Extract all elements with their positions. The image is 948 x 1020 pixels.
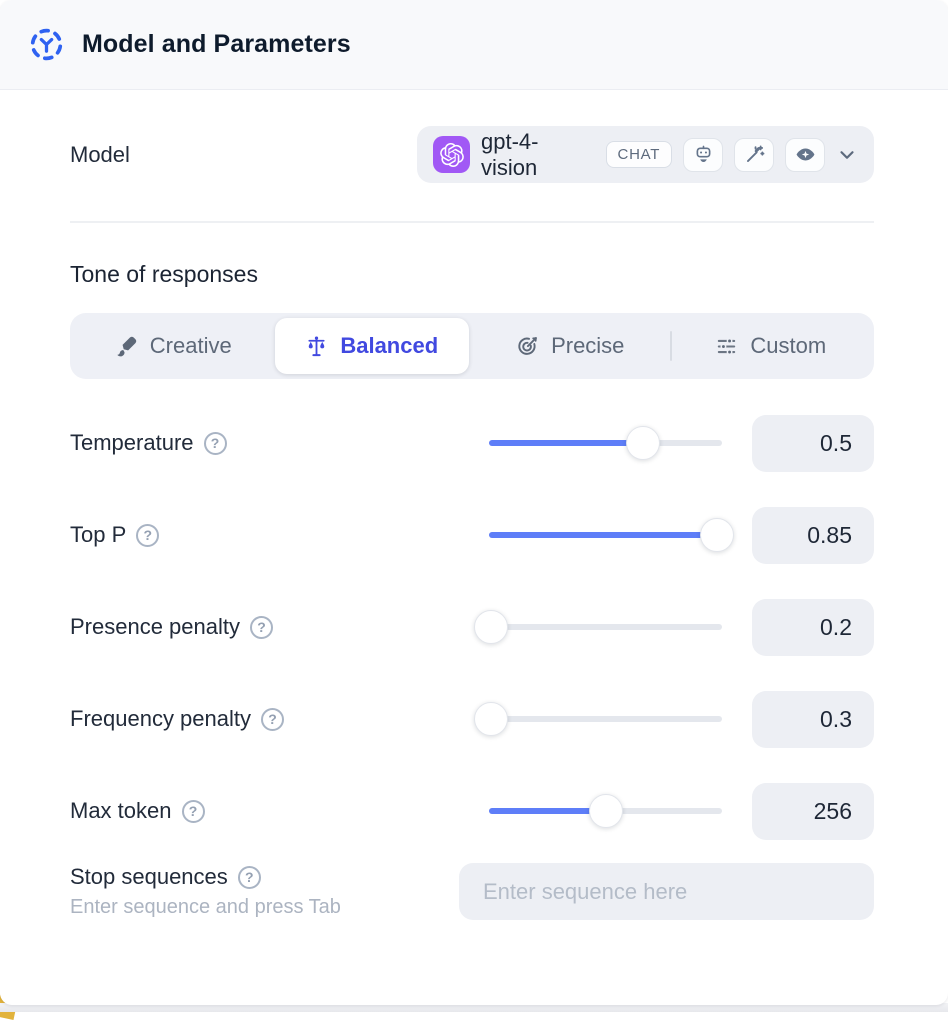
- slider-thumb[interactable]: [700, 518, 735, 552]
- slider-rail: [489, 624, 722, 630]
- panel-title: Model and Parameters: [82, 30, 351, 58]
- presence-penalty-slider[interactable]: [474, 610, 722, 644]
- parameter-row-temperature: Temperature ? 0.5: [70, 397, 874, 489]
- parameter-row-top-p: Top P ? 0.85: [70, 489, 874, 581]
- stop-sequences-hint: Enter sequence and press Tab: [70, 896, 341, 918]
- tone-option-precise[interactable]: Precise: [473, 318, 668, 374]
- parameter-label: Frequency penalty: [70, 706, 251, 731]
- model-select-dropdown[interactable]: gpt-4-vision CHAT: [417, 126, 874, 183]
- presence-penalty-value[interactable]: 0.2: [752, 598, 874, 656]
- stop-sequence-input[interactable]: [459, 863, 874, 920]
- max-token-value[interactable]: 256: [752, 782, 874, 840]
- parameter-label: Top P: [70, 522, 127, 547]
- chevron-down-icon: [836, 144, 858, 166]
- model-hub-icon: [28, 26, 65, 63]
- slider-rail: [489, 716, 722, 722]
- top-p-value[interactable]: 0.85: [752, 506, 874, 564]
- tone-option-label: Custom: [750, 333, 827, 358]
- tone-segmented-control: Creative Balanced Pre: [70, 313, 874, 379]
- frequency-penalty-slider[interactable]: [474, 702, 722, 736]
- slider-thumb[interactable]: [474, 702, 509, 736]
- parameter-row-presence-penalty: Presence penalty ? 0.2: [70, 581, 874, 673]
- slider-thumb[interactable]: [474, 610, 509, 644]
- help-icon[interactable]: ?: [203, 431, 227, 455]
- parameter-label: Temperature: [70, 430, 194, 455]
- help-icon[interactable]: ?: [136, 523, 160, 547]
- selected-model-name: gpt-4-vision: [481, 128, 539, 180]
- slider-fill: [489, 440, 643, 446]
- help-icon[interactable]: ?: [237, 865, 261, 889]
- tone-option-label: Balanced: [340, 333, 439, 358]
- tone-option-custom[interactable]: Custom: [674, 318, 869, 374]
- parameter-row-max-token: Max token ? 256: [70, 765, 874, 857]
- section-divider: [70, 221, 874, 223]
- frequency-penalty-value[interactable]: 0.3: [752, 690, 874, 748]
- brush-icon: [117, 336, 137, 356]
- tone-option-label: Creative: [149, 333, 232, 358]
- temperature-slider[interactable]: [489, 426, 722, 460]
- stop-sequences-label: Stop sequences: [70, 864, 228, 889]
- stop-sequences-row: Stop sequences ? Enter sequence and pres…: [70, 863, 874, 920]
- slider-fill: [489, 808, 606, 814]
- tone-option-balanced[interactable]: Balanced: [274, 318, 469, 374]
- parameter-row-frequency-penalty: Frequency penalty ? 0.3: [70, 673, 874, 765]
- target-icon: [518, 336, 537, 355]
- model-label: Model: [70, 141, 130, 167]
- openai-logo-icon: [433, 136, 470, 173]
- assistant-robot-icon: [683, 137, 724, 172]
- tone-option-label: Precise: [551, 333, 625, 358]
- help-icon[interactable]: ?: [261, 707, 284, 731]
- tone-option-creative[interactable]: Creative: [76, 318, 271, 374]
- slider-thumb[interactable]: [625, 426, 660, 460]
- panel-header: Model and Parameters: [0, 0, 948, 90]
- fine-tune-wand-icon: [734, 137, 775, 172]
- page-background-edge: [0, 1003, 948, 1012]
- vision-eye-icon: [785, 137, 825, 172]
- slider-fill: [489, 532, 718, 538]
- model-type-badge: CHAT: [605, 141, 673, 168]
- max-token-slider[interactable]: [489, 794, 722, 828]
- slider-thumb[interactable]: [588, 794, 623, 828]
- sliders-icon: [718, 337, 736, 355]
- temperature-value[interactable]: 0.5: [752, 414, 874, 472]
- help-icon[interactable]: ?: [181, 799, 205, 823]
- model-row: Model gpt-4-vision CHAT: [70, 126, 874, 183]
- segment-divider: [669, 331, 672, 361]
- parameter-label: Presence penalty: [70, 614, 240, 639]
- scales-icon: [308, 335, 325, 356]
- top-p-slider[interactable]: [489, 518, 735, 552]
- help-icon[interactable]: ?: [250, 615, 273, 639]
- parameter-label: Max token: [70, 798, 172, 823]
- tone-section-title: Tone of responses: [70, 261, 258, 287]
- parameter-rows: Temperature ? 0.5 Top P ?: [70, 397, 874, 920]
